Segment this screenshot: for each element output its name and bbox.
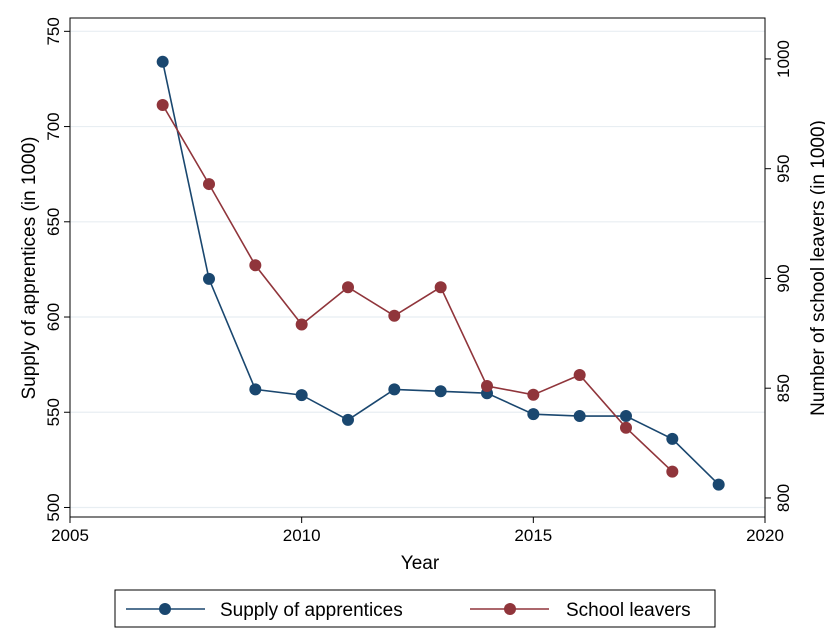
left-y-tick-label-600: 600 — [44, 303, 63, 331]
point-supply-of-apprentices-2007 — [156, 55, 169, 68]
right-y-tick-label-900: 900 — [774, 264, 793, 292]
point-school-leavers-2007 — [156, 99, 169, 112]
right-y-tick-label-850: 850 — [774, 374, 793, 402]
point-school-leavers-2017 — [620, 421, 632, 434]
x-tick-label-2015: 2015 — [514, 526, 552, 545]
left-y-tick-label-700: 700 — [44, 112, 63, 140]
series-layer — [156, 55, 725, 491]
point-school-leavers-2009 — [249, 259, 262, 272]
point-supply-of-apprentices-2016 — [573, 410, 586, 423]
axes: 500 550 600 650 700 750 800 850 900 950 1000 2005 20… — [44, 17, 793, 545]
right-y-axis-title: Number of school leavers (in 1000) — [808, 120, 825, 416]
left-y-tick-label-750: 750 — [44, 17, 63, 45]
left-y-tick-label-650: 650 — [44, 208, 63, 236]
legend-label-supply-of-apprentices: Supply of apprentices — [220, 600, 403, 621]
point-supply-of-apprentices-2008 — [203, 272, 215, 285]
left-y-axis-title: Supply of apprentices (in 1000) — [19, 137, 40, 400]
x-tick-label-2005: 2005 — [51, 526, 89, 545]
point-school-leavers-2018 — [666, 465, 679, 478]
x-tick-label-2010: 2010 — [283, 526, 321, 545]
point-supply-of-apprentices-2018 — [666, 432, 679, 445]
point-school-leavers-2010 — [295, 318, 308, 331]
right-y-tick-label-950: 950 — [774, 155, 793, 183]
point-supply-of-apprentices-2011 — [342, 413, 354, 426]
point-supply-of-apprentices-2019 — [712, 478, 725, 491]
point-supply-of-apprentices-2009 — [249, 383, 262, 396]
left-y-tick-label-550: 550 — [44, 398, 63, 426]
legend-box — [114, 589, 716, 628]
point-school-leavers-2011 — [342, 281, 354, 294]
legend-label-school-leavers: School leavers — [566, 600, 691, 621]
legend-marker-school-leavers — [504, 603, 516, 615]
x-tick-label-2020: 2020 — [746, 526, 784, 545]
point-supply-of-apprentices-2013 — [434, 385, 447, 398]
series-line-school-leavers — [162, 104, 673, 473]
point-supply-of-apprentices-2017 — [620, 410, 632, 423]
point-supply-of-apprentices-2010 — [295, 389, 308, 402]
point-school-leavers-2014 — [481, 380, 493, 393]
legend-marker-supply-of-apprentices — [159, 603, 171, 615]
right-y-tick-label-800: 800 — [774, 484, 793, 512]
point-school-leavers-2008 — [203, 178, 215, 191]
point-supply-of-apprentices-2012 — [388, 383, 401, 396]
point-supply-of-apprentices-2015 — [527, 408, 540, 421]
point-school-leavers-2016 — [573, 369, 586, 382]
left-y-tick-label-500: 500 — [44, 493, 63, 521]
point-school-leavers-2015 — [527, 388, 540, 401]
x-axis-title: Year — [401, 553, 440, 574]
right-y-tick-label-1000: 1000 — [774, 40, 793, 78]
gridlines — [70, 30, 765, 509]
point-school-leavers-2012 — [388, 309, 401, 322]
legend: Supply of apprentices School leavers — [114, 589, 716, 628]
plot-frame — [69, 17, 766, 518]
point-school-leavers-2013 — [434, 281, 447, 294]
